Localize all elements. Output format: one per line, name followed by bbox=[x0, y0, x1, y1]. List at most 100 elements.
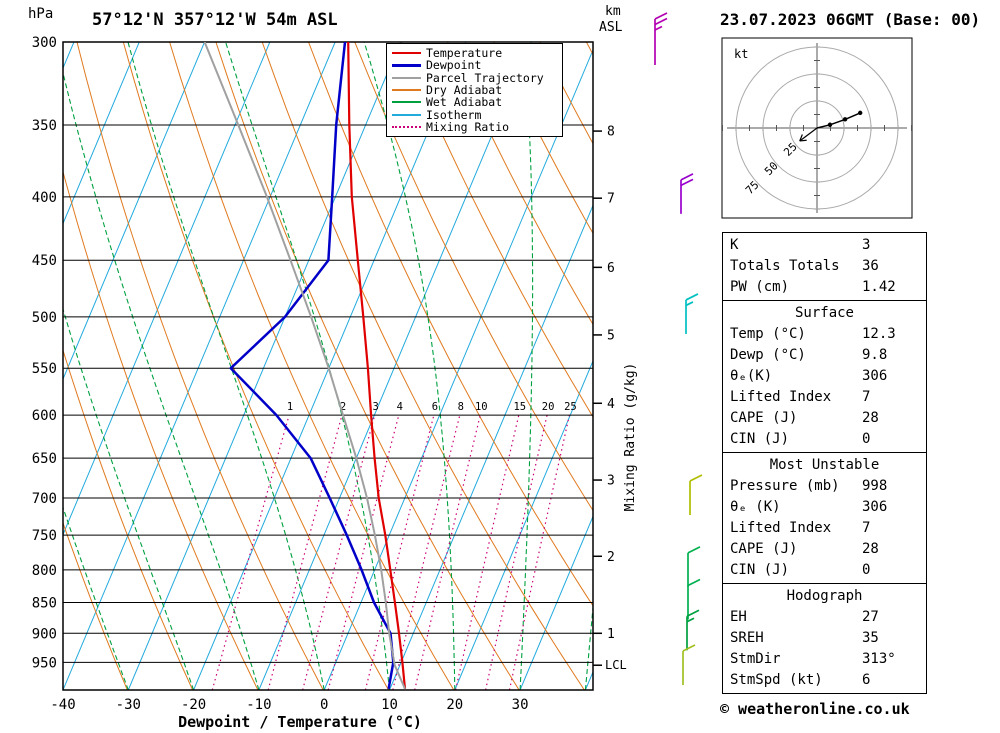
legend-label: Dewpoint bbox=[426, 58, 482, 73]
svg-text:850: 850 bbox=[32, 596, 57, 612]
legend-line-sample bbox=[392, 113, 421, 116]
table-row-value: 7 bbox=[862, 520, 871, 536]
table-row-value: 6 bbox=[862, 672, 871, 688]
mixing-ratio-axis-label: Mixing Ratio (g/kg) bbox=[623, 363, 638, 512]
table-row-value: 3 bbox=[862, 237, 871, 253]
table-row: EH 27 bbox=[723, 607, 926, 628]
svg-text:-20: -20 bbox=[181, 697, 206, 713]
table-row-label: CIN (J) bbox=[730, 562, 790, 578]
svg-text:-40: -40 bbox=[50, 697, 75, 713]
svg-text:-10: -10 bbox=[246, 697, 271, 713]
table-row-label: Totals Totals bbox=[730, 258, 840, 274]
table-row: SREH 35 bbox=[723, 628, 926, 649]
svg-text:6: 6 bbox=[607, 261, 615, 276]
legend-line-sample bbox=[392, 89, 421, 92]
asl-label: ASL bbox=[599, 20, 623, 35]
svg-text:2: 2 bbox=[607, 550, 615, 565]
table-row-value: 313° bbox=[862, 651, 896, 667]
table-row-label: SREH bbox=[730, 630, 764, 646]
table-row-label: Lifted Index bbox=[730, 520, 832, 536]
svg-text:550: 550 bbox=[32, 361, 57, 377]
station-title: 57°12'N 357°12'W 54m ASL bbox=[92, 10, 338, 30]
x-axis-label: Dewpoint / Temperature (°C) bbox=[178, 713, 422, 731]
table-section-hodograph: Hodograph EH 27 SREH 35 StmDir 313° StmSpd (kt)… bbox=[723, 583, 926, 693]
svg-text:450: 450 bbox=[32, 253, 57, 269]
legend-line-sample bbox=[392, 76, 421, 79]
wind-barb-850 bbox=[687, 578, 701, 620]
lcl-marker: LCL bbox=[593, 658, 627, 672]
table-row: Lifted Index 7 bbox=[723, 518, 926, 539]
table-row: CIN (J) 0 bbox=[723, 429, 926, 450]
legend-label: Wet Adiabat bbox=[426, 95, 503, 110]
table-row: θₑ(K) 306 bbox=[723, 366, 926, 387]
table-row-value: 998 bbox=[862, 478, 888, 494]
chart-border bbox=[62, 41, 594, 691]
table-row-label: PW (cm) bbox=[730, 279, 790, 295]
table-row-value: 0 bbox=[862, 562, 871, 578]
legend-item: Mixing Ratio bbox=[392, 119, 557, 134]
legend-line-sample bbox=[392, 52, 421, 55]
table-row-value: 9.8 bbox=[862, 347, 888, 363]
table-row-label: StmDir bbox=[730, 651, 781, 667]
table-row: CAPE (J) 28 bbox=[723, 539, 926, 560]
legend-item: Dry Adiabat bbox=[392, 83, 557, 97]
wind-barb-960 bbox=[682, 644, 696, 686]
table-row-value: 36 bbox=[862, 258, 879, 274]
svg-text:650: 650 bbox=[32, 451, 57, 467]
table-row-value: 28 bbox=[862, 410, 879, 426]
table-row-value: 1.42 bbox=[862, 279, 896, 295]
table-row-label: CIN (J) bbox=[730, 431, 790, 447]
km-tick-labels: 8 7 6 5 4 3 2 1 bbox=[593, 125, 615, 642]
pressure-unit-label: hPa bbox=[28, 6, 54, 22]
wet-adiabat-lines bbox=[63, 42, 593, 690]
table-section-title: Most Unstable bbox=[769, 457, 880, 473]
datetime-title: 23.07.2023 06GMT (Base: 00) bbox=[720, 10, 981, 29]
svg-text:-30: -30 bbox=[116, 697, 141, 713]
svg-text:400: 400 bbox=[32, 190, 57, 206]
svg-text:3: 3 bbox=[373, 401, 379, 413]
mixing-ratio-value-labels: 1 2 3 4 6 8 10 15 20 25 bbox=[287, 401, 577, 413]
table-section-title: Surface bbox=[794, 305, 854, 321]
svg-text:8: 8 bbox=[607, 125, 615, 140]
table-row-value: 7 bbox=[862, 389, 871, 405]
svg-text:6: 6 bbox=[432, 401, 438, 413]
svg-text:2: 2 bbox=[340, 401, 346, 413]
wind-barb-500 bbox=[685, 293, 699, 334]
table-row: Totals Totals 36 bbox=[723, 256, 926, 277]
dewpoint-line bbox=[229, 42, 395, 690]
legend-label: Temperature bbox=[426, 46, 503, 61]
svg-text:900: 900 bbox=[32, 626, 57, 642]
svg-text:300: 300 bbox=[32, 35, 57, 51]
svg-text:800: 800 bbox=[32, 563, 57, 579]
table-row-label: θₑ (K) bbox=[730, 499, 781, 515]
table-row: Lifted Index 7 bbox=[723, 387, 926, 408]
svg-text:350: 350 bbox=[32, 118, 57, 134]
pressure-tick-labels: 300 350 400 450 500 550 600 650 700 750 800 850 900 9… bbox=[32, 35, 57, 671]
svg-text:1: 1 bbox=[607, 627, 615, 642]
table-row: Pressure (mb) 998 bbox=[723, 476, 926, 497]
wind-barb-400 bbox=[680, 173, 694, 214]
svg-text:4: 4 bbox=[397, 401, 403, 413]
table-row-label: Dewp (°C) bbox=[730, 347, 806, 363]
svg-text:500: 500 bbox=[32, 310, 57, 326]
svg-text:600: 600 bbox=[32, 408, 57, 424]
table-row-label: EH bbox=[730, 609, 747, 625]
svg-text:4: 4 bbox=[607, 397, 615, 412]
legend-label: Isotherm bbox=[426, 107, 482, 122]
table-row-value: 306 bbox=[862, 368, 888, 384]
table-row: PW (cm) 1.42 bbox=[723, 277, 926, 298]
svg-text:1: 1 bbox=[287, 401, 293, 413]
legend-label: Mixing Ratio bbox=[426, 119, 510, 134]
table-row: θₑ (K) 306 bbox=[723, 497, 926, 518]
table-row-value: 0 bbox=[862, 431, 871, 447]
svg-text:25: 25 bbox=[564, 401, 577, 413]
table-row-label: StmSpd (kt) bbox=[730, 672, 823, 688]
svg-text:750: 750 bbox=[32, 528, 57, 544]
table-section: K 3 Totals Totals 36 PW (cm) 1.42 bbox=[723, 233, 926, 300]
table-row-label: K bbox=[730, 237, 739, 253]
copyright: © weatheronline.co.uk bbox=[720, 700, 910, 718]
